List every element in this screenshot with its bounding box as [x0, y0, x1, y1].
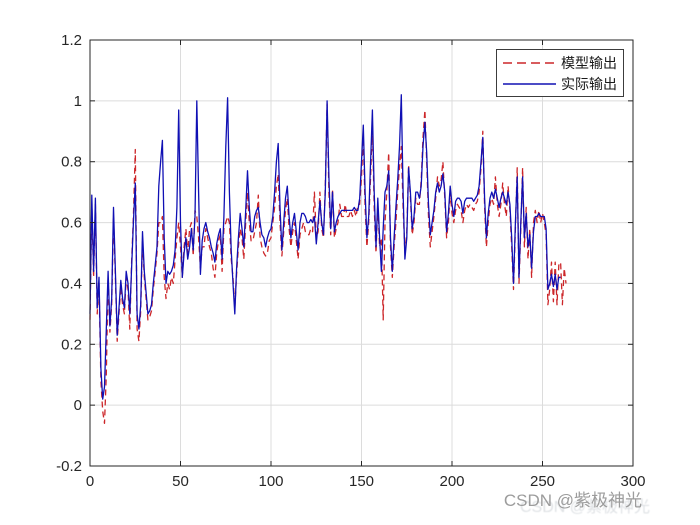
y-tick-label: 0: [74, 397, 82, 414]
x-tick-label: 0: [86, 473, 94, 490]
y-tick-label: 1: [74, 93, 82, 110]
y-tick-label: -0.2: [56, 458, 82, 475]
x-tick-label: 200: [439, 473, 464, 490]
y-tick-label: 0.6: [61, 215, 82, 232]
y-tick-label: 1.2: [61, 32, 82, 49]
x-tick-label: 100: [258, 473, 283, 490]
y-tick-label: 0.4: [61, 275, 82, 292]
x-tick-label: 50: [172, 473, 189, 490]
watermark-faint-text: CSDN @紫极神光: [520, 498, 650, 516]
x-tick-label: 150: [349, 473, 374, 490]
legend-border: [496, 49, 624, 97]
x-tick-label: 300: [620, 473, 645, 490]
x-axis-tick-labels: 0 50 100 150 200 250 300: [86, 473, 646, 490]
axis-tick-marks: [89, 39, 634, 467]
data-series-lines: [89, 94, 567, 425]
x-tick-label: 250: [530, 473, 555, 490]
legend-label-actual: 实际输出: [561, 76, 617, 92]
y-tick-label: 0.8: [61, 154, 82, 171]
watermark-text: CSDN @紫极神光: [504, 491, 642, 510]
legend-box: 模型输出 实际输出: [496, 49, 624, 97]
legend-label-model: 模型输出: [561, 55, 617, 71]
y-axis-tick-labels: -0.2 0 0.2 0.4 0.6 0.8 1 1.2: [56, 32, 82, 475]
y-tick-label: 0.2: [61, 336, 82, 353]
